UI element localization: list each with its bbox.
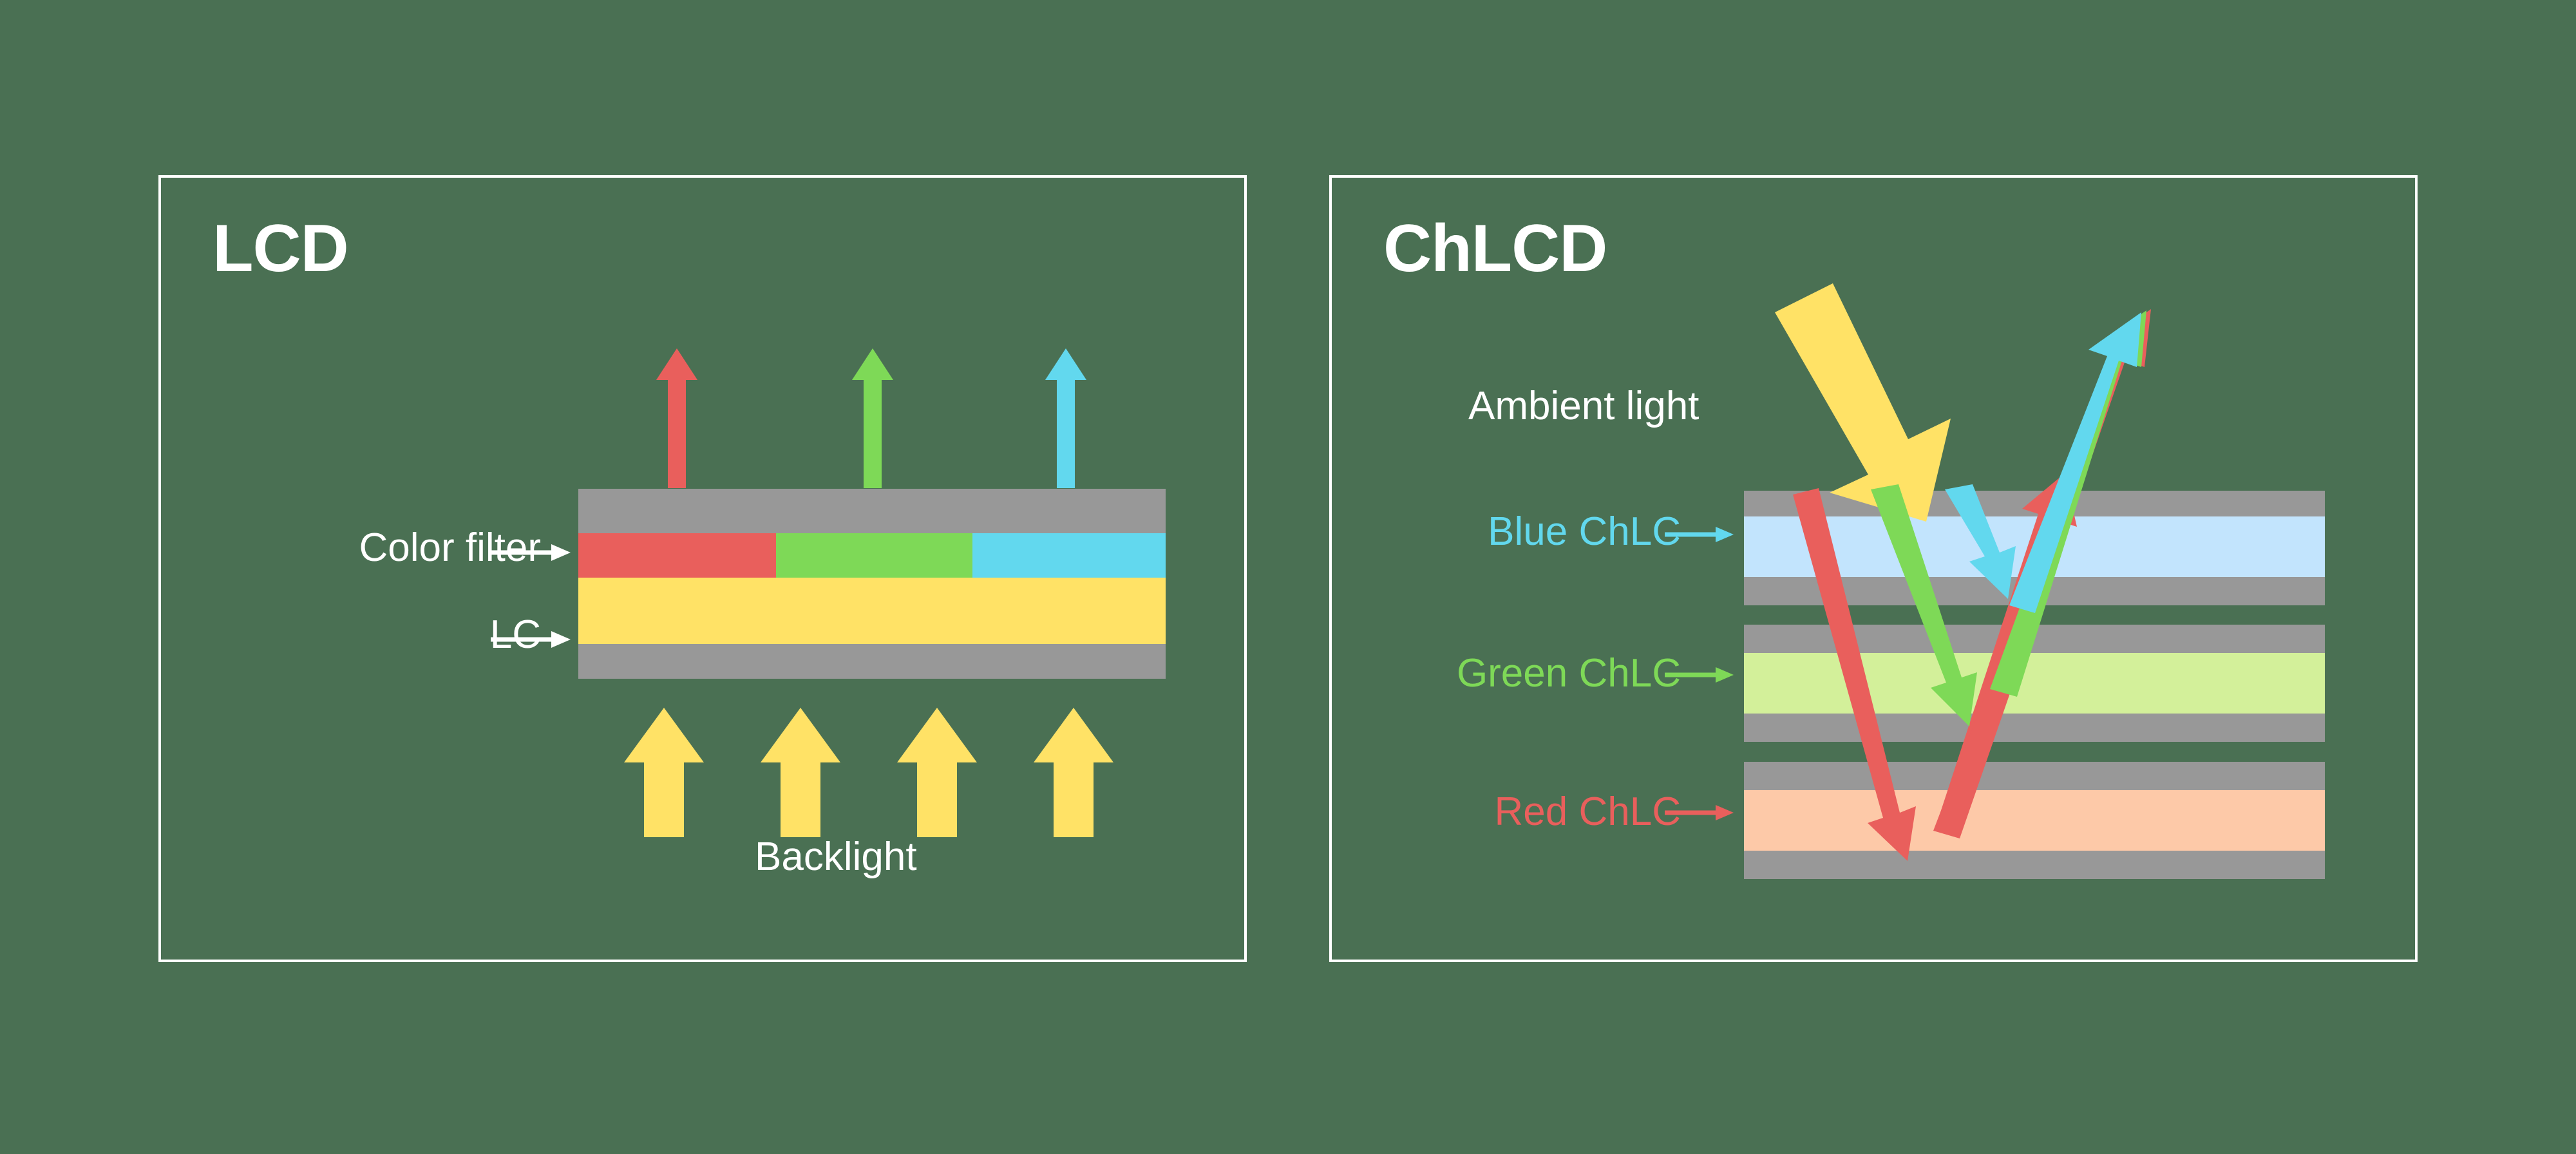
- red-chlc-label: Red ChLC: [1494, 790, 1681, 834]
- green-chlc-label: Green ChLC: [1456, 651, 1681, 695]
- blue-chlc-label: Blue ChLC: [1488, 509, 1681, 554]
- lcd-panel-title: LCD: [213, 211, 349, 286]
- chlcd-panel: ChLCD: [1329, 175, 2418, 962]
- lcd-panel: LCD: [158, 175, 1247, 962]
- chlcd-panel-title: ChLCD: [1383, 211, 1607, 286]
- ambient-light-label: Ambient light: [1468, 384, 1700, 428]
- backlight-label: Backlight: [755, 835, 917, 879]
- color-filter-label: Color filter: [359, 525, 541, 570]
- lc-label: LC: [489, 612, 541, 657]
